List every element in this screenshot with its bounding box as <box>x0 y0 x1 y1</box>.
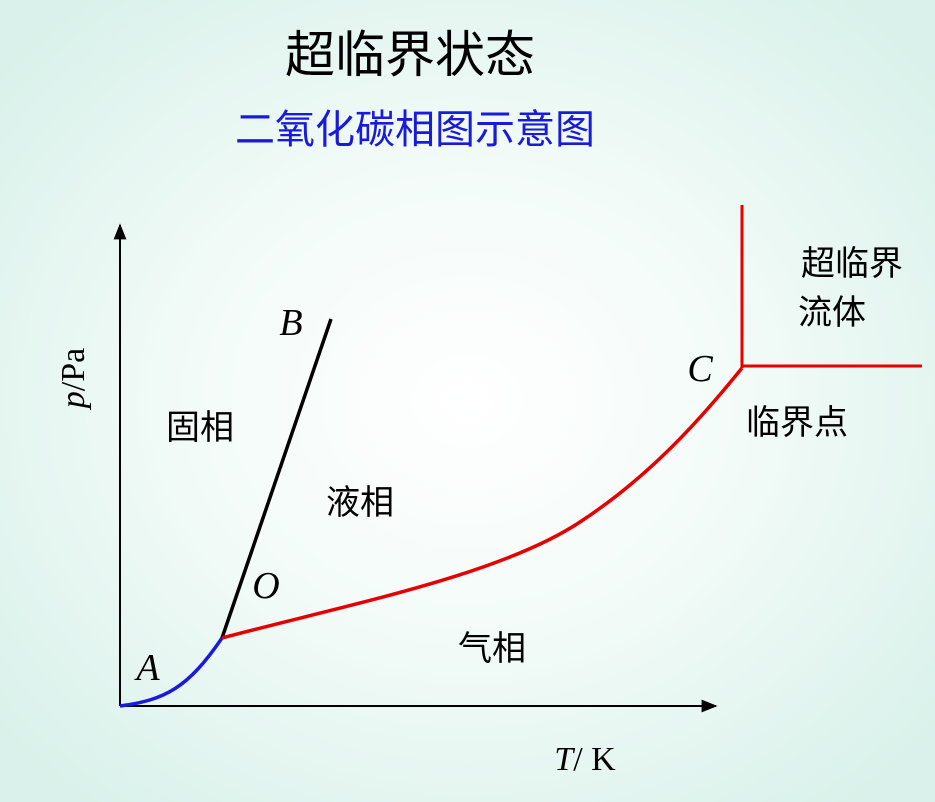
subtitle: 二氧化碳相图示意图 <box>235 107 595 153</box>
x-axis-symbol: T <box>554 741 575 778</box>
y-axis-symbol: p <box>55 391 92 410</box>
x-axis-label: T/ K <box>554 741 616 778</box>
region-label: 临界点 <box>746 403 848 443</box>
y-axis-unit: /Pa <box>55 348 92 391</box>
region-label: 液相 <box>326 483 394 523</box>
region-label: 气相 <box>458 629 526 669</box>
vaporization-curve <box>221 366 744 640</box>
point-label: B <box>279 302 302 344</box>
point-label: C <box>687 348 713 390</box>
point-label: A <box>133 647 160 689</box>
melting-curve <box>220 318 333 639</box>
region-label: 流体 <box>798 293 866 333</box>
region-label: 固相 <box>166 408 234 448</box>
region-label: 超临界 <box>801 244 903 284</box>
point-label: O <box>252 565 279 607</box>
y-axis-label: p/Pa <box>55 348 92 410</box>
sublimation-curve <box>119 637 224 708</box>
title: 超临界状态 <box>285 26 535 84</box>
x-axis-unit: / K <box>573 741 616 778</box>
